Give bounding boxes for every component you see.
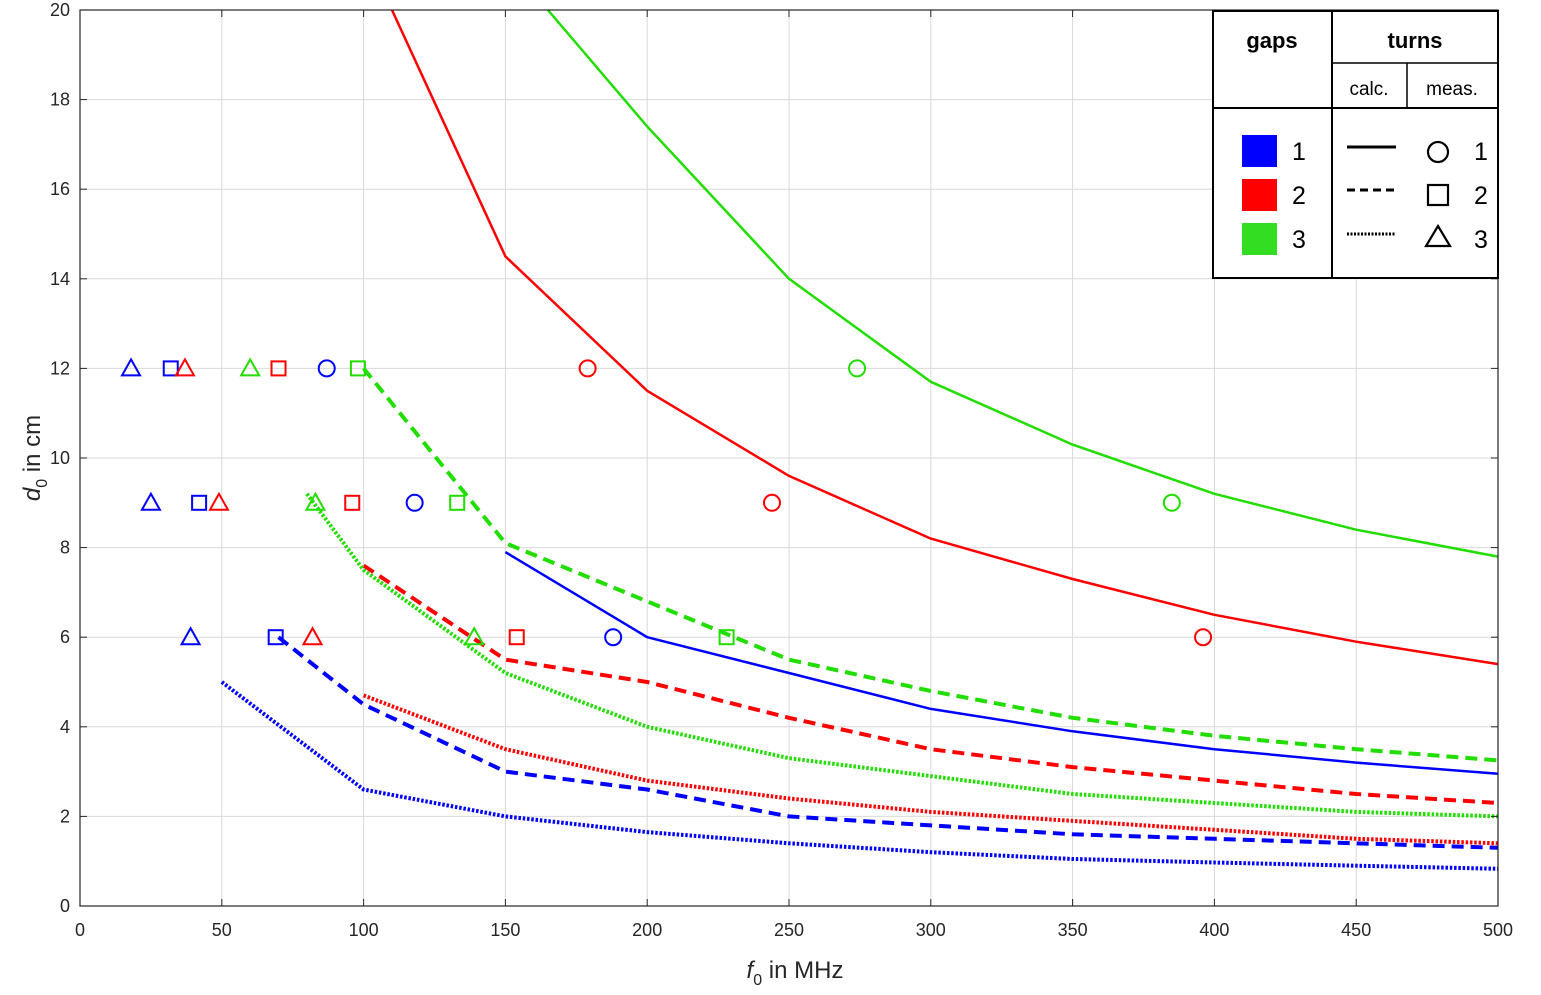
legend-gaps-header: gaps bbox=[1246, 28, 1297, 53]
legend-turn-2-label: 2 bbox=[1474, 182, 1488, 210]
meas-marker-gaps2-turns3 bbox=[301, 626, 324, 646]
legend-gap-1-label: 1 bbox=[1292, 138, 1306, 166]
meas-marker-gaps2-turns3 bbox=[174, 357, 196, 377]
meas-marker-gaps1-turns3 bbox=[140, 491, 162, 511]
meas-marker-gaps2-turns2 bbox=[344, 494, 361, 511]
y-tick-label: 12 bbox=[50, 358, 70, 378]
y-tick-label: 10 bbox=[50, 448, 70, 468]
x-tick-label: 200 bbox=[632, 920, 662, 940]
meas-marker-gaps1-turns2 bbox=[267, 629, 284, 646]
y-tick-label: 20 bbox=[50, 0, 70, 20]
legend: gaps turns calc. meas. 1 2 3 1 2 3 bbox=[1212, 10, 1499, 279]
x-tick-label: 250 bbox=[774, 920, 804, 940]
meas-marker-gaps1-turns2 bbox=[191, 494, 208, 511]
calc-curve-gaps3-turns3 bbox=[305, 492, 1499, 819]
meas-marker-gaps3-turns3 bbox=[463, 626, 485, 646]
legend-turn-3-marker bbox=[1424, 223, 1452, 248]
y-tick-label: 2 bbox=[60, 806, 70, 826]
legend-turn-1-marker bbox=[1426, 140, 1450, 164]
calc-curve-gaps1-turns3 bbox=[220, 680, 1499, 871]
legend-turn-3-label: 3 bbox=[1474, 226, 1488, 254]
meas-marker-gaps3-turns2 bbox=[718, 629, 735, 646]
y-tick-label: 18 bbox=[50, 90, 70, 110]
meas-marker-gaps3-turns3 bbox=[304, 491, 327, 511]
legend-turn-1-label: 1 bbox=[1474, 138, 1488, 166]
y-tick-label: 8 bbox=[60, 538, 70, 558]
meas-marker-gaps1-turns2 bbox=[162, 360, 179, 377]
x-tick-label: 0 bbox=[75, 920, 85, 940]
calc-curve-gaps2-turns2 bbox=[362, 563, 1499, 805]
y-tick-label: 0 bbox=[60, 896, 70, 916]
meas-marker-gaps1-turns1 bbox=[317, 359, 336, 378]
meas-marker-gaps3-turns1 bbox=[1162, 493, 1181, 512]
x-tick-label: 450 bbox=[1341, 920, 1371, 940]
x-tick-label: 150 bbox=[490, 920, 520, 940]
meas-marker-gaps2-turns3 bbox=[208, 491, 230, 511]
legend-gap-2-label: 2 bbox=[1292, 182, 1306, 210]
legend-meas-header: meas. bbox=[1426, 79, 1478, 100]
calc-curve-gaps3-turns2 bbox=[362, 367, 1499, 763]
legend-calc-header: calc. bbox=[1349, 79, 1388, 100]
x-axis-label: f0 in MHz bbox=[747, 957, 844, 989]
y-tick-label: 4 bbox=[60, 717, 70, 737]
legend-gap-3-swatch bbox=[1242, 223, 1277, 255]
y-tick-label: 16 bbox=[50, 179, 70, 199]
meas-marker-gaps3-turns1 bbox=[848, 359, 867, 378]
calc-curve-gaps2-turns3 bbox=[362, 693, 1499, 846]
meas-marker-gaps2-turns1 bbox=[578, 359, 597, 378]
meas-marker-gaps1-turns1 bbox=[604, 628, 623, 647]
x-tick-label: 400 bbox=[1199, 920, 1229, 940]
x-tick-label: 300 bbox=[916, 920, 946, 940]
x-tick-label: 350 bbox=[1058, 920, 1088, 940]
axis-ticks: 0 50 100 150 200 250 300 350 400 450 5000246810121… bbox=[50, 0, 1513, 940]
x-tick-label: 500 bbox=[1483, 920, 1513, 940]
meas-marker-gaps2-turns1 bbox=[1194, 628, 1213, 647]
meas-marker-gaps1-turns1 bbox=[405, 493, 424, 512]
calc-curve-gaps2-turns1 bbox=[390, 9, 1499, 666]
meas-marker-gaps3-turns3 bbox=[239, 357, 261, 377]
legend-gap-2-swatch bbox=[1242, 179, 1277, 211]
meas-marker-gaps1-turns3 bbox=[120, 357, 142, 377]
meas-marker-gaps2-turns2 bbox=[508, 629, 525, 646]
measured-markers bbox=[120, 357, 1213, 647]
meas-marker-gaps1-turns3 bbox=[179, 626, 202, 646]
calculated-curves bbox=[220, 9, 1499, 871]
calc-curve-gaps1-turns2 bbox=[277, 635, 1499, 850]
calc-curve-gaps1-turns1 bbox=[504, 551, 1499, 776]
y-tick-label: 14 bbox=[50, 269, 70, 289]
legend-gap-3-label: 3 bbox=[1292, 226, 1306, 254]
meas-marker-gaps2-turns1 bbox=[762, 493, 781, 512]
x-tick-label: 100 bbox=[349, 920, 379, 940]
meas-marker-gaps3-turns2 bbox=[349, 360, 366, 377]
meas-marker-gaps3-turns2 bbox=[449, 494, 466, 511]
y-axis-label: d0 in cm bbox=[19, 415, 51, 501]
x-tick-label: 50 bbox=[212, 920, 232, 940]
legend-turns-header: turns bbox=[1388, 28, 1443, 53]
legend-turn-2-marker bbox=[1426, 183, 1450, 207]
meas-marker-gaps2-turns2 bbox=[270, 360, 287, 377]
legend-gap-1-swatch bbox=[1242, 135, 1277, 167]
y-tick-label: 6 bbox=[60, 627, 70, 647]
calc-curve-gaps3-turns1 bbox=[546, 9, 1499, 558]
